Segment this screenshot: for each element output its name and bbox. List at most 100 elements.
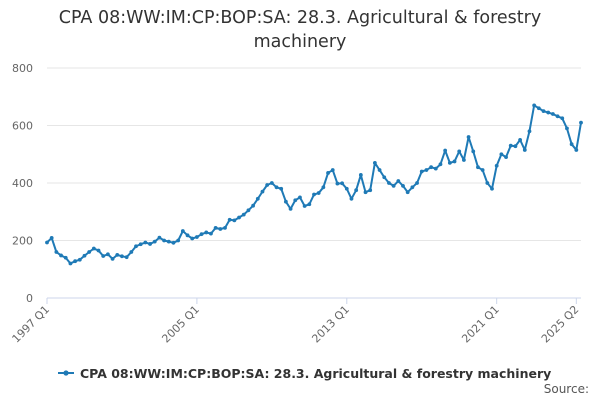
data-point[interactable] xyxy=(382,175,387,180)
data-point[interactable] xyxy=(326,171,330,175)
data-point[interactable] xyxy=(536,106,541,111)
data-point[interactable] xyxy=(194,235,199,239)
data-point[interactable] xyxy=(265,183,270,187)
data-point[interactable] xyxy=(321,185,326,190)
data-point[interactable] xyxy=(579,120,583,125)
data-point[interactable] xyxy=(251,203,256,208)
data-point[interactable] xyxy=(143,240,148,245)
data-point[interactable] xyxy=(204,230,209,235)
data-point[interactable] xyxy=(452,159,457,164)
data-point[interactable] xyxy=(171,240,176,245)
data-point[interactable] xyxy=(354,188,359,193)
data-point[interactable] xyxy=(429,165,434,170)
data-point[interactable] xyxy=(63,255,68,260)
data-point[interactable] xyxy=(541,109,546,114)
data-point[interactable] xyxy=(504,155,508,160)
data-point[interactable] xyxy=(372,160,377,165)
data-point[interactable] xyxy=(283,199,288,204)
data-point[interactable] xyxy=(490,186,494,191)
data-point[interactable] xyxy=(298,195,302,200)
data-point[interactable] xyxy=(513,144,518,149)
data-point[interactable] xyxy=(410,185,415,190)
data-point[interactable] xyxy=(227,217,232,222)
data-point[interactable] xyxy=(124,255,129,260)
data-point[interactable] xyxy=(129,250,134,254)
data-point[interactable] xyxy=(91,246,96,251)
data-point[interactable] xyxy=(185,233,190,238)
data-point[interactable] xyxy=(279,186,284,191)
data-point[interactable] xyxy=(157,235,162,240)
data-point[interactable] xyxy=(120,254,124,259)
data-point[interactable] xyxy=(218,227,223,231)
data-point[interactable] xyxy=(255,196,260,201)
data-point[interactable] xyxy=(190,236,195,241)
data-point[interactable] xyxy=(237,215,241,220)
data-point[interactable] xyxy=(447,160,452,165)
data-point[interactable] xyxy=(241,212,246,217)
data-point[interactable] xyxy=(508,143,513,148)
data-point[interactable] xyxy=(471,149,476,154)
data-point[interactable] xyxy=(138,242,143,247)
data-point[interactable] xyxy=(162,238,167,243)
data-point[interactable] xyxy=(349,196,354,201)
data-point[interactable] xyxy=(344,186,349,191)
data-point[interactable] xyxy=(405,190,410,195)
data-point[interactable] xyxy=(316,191,321,195)
data-point[interactable] xyxy=(438,162,443,167)
data-point[interactable] xyxy=(223,225,227,230)
data-point[interactable] xyxy=(166,239,171,244)
data-point[interactable] xyxy=(73,259,78,264)
data-point[interactable] xyxy=(176,238,181,243)
data-point[interactable] xyxy=(546,110,551,115)
data-point[interactable] xyxy=(433,166,438,171)
data-point[interactable] xyxy=(424,168,429,172)
data-point[interactable] xyxy=(134,244,138,249)
data-point[interactable] xyxy=(396,179,401,183)
data-point[interactable] xyxy=(82,253,87,258)
data-point[interactable] xyxy=(565,126,569,131)
data-point[interactable] xyxy=(532,103,537,108)
data-point[interactable] xyxy=(96,248,101,253)
data-point[interactable] xyxy=(232,218,237,223)
data-point[interactable] xyxy=(105,252,110,257)
data-point[interactable] xyxy=(312,192,316,197)
data-point[interactable] xyxy=(180,229,185,233)
data-point[interactable] xyxy=(555,114,560,119)
data-point[interactable] xyxy=(476,165,480,170)
data-point[interactable] xyxy=(550,112,555,116)
data-point[interactable] xyxy=(335,181,340,186)
data-point[interactable] xyxy=(443,148,448,153)
data-point[interactable] xyxy=(101,254,106,258)
legend[interactable]: CPA 08:WW:IM:CP:BOP:SA: 28.3. Agricultur… xyxy=(58,364,551,382)
data-point[interactable] xyxy=(466,135,471,139)
data-point[interactable] xyxy=(377,168,382,172)
data-point[interactable] xyxy=(527,129,532,134)
data-point[interactable] xyxy=(368,188,373,193)
data-point[interactable] xyxy=(485,181,490,185)
data-point[interactable] xyxy=(213,225,218,230)
data-point[interactable] xyxy=(307,202,312,207)
data-point[interactable] xyxy=(87,250,92,254)
data-point[interactable] xyxy=(274,185,279,190)
data-point[interactable] xyxy=(293,198,298,203)
data-point[interactable] xyxy=(77,257,82,262)
data-point[interactable] xyxy=(494,163,499,168)
source-label[interactable]: Source: xyxy=(543,382,589,396)
data-point[interactable] xyxy=(246,208,251,213)
data-point[interactable] xyxy=(302,204,307,208)
data-point[interactable] xyxy=(560,116,565,121)
data-point[interactable] xyxy=(260,189,265,194)
data-point[interactable] xyxy=(358,173,363,177)
data-point[interactable] xyxy=(457,149,462,154)
data-point[interactable] xyxy=(110,257,115,261)
data-point[interactable] xyxy=(391,183,396,188)
data-point[interactable] xyxy=(363,190,368,195)
data-point[interactable] xyxy=(54,250,59,254)
data-point[interactable] xyxy=(45,240,49,245)
data-point[interactable] xyxy=(415,181,419,185)
data-point[interactable] xyxy=(269,181,274,185)
data-point[interactable] xyxy=(152,239,157,244)
data-point[interactable] xyxy=(199,232,204,237)
data-point[interactable] xyxy=(480,168,485,172)
data-point[interactable] xyxy=(569,142,574,147)
